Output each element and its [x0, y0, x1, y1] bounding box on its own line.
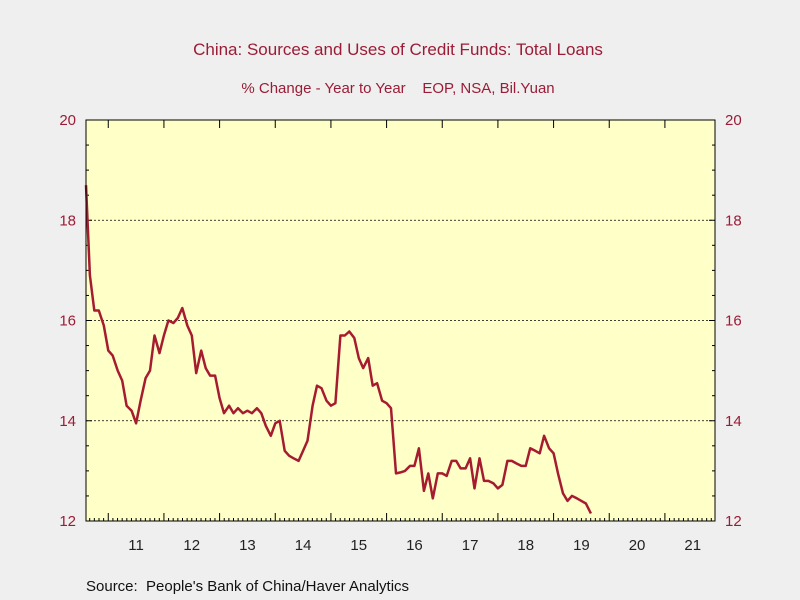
plot-frame: [85, 119, 716, 522]
chart-title: China: Sources and Uses of Credit Funds:…: [193, 40, 603, 59]
y-tick-label-right: 14: [725, 413, 742, 430]
y-tick-label-left: 18: [59, 212, 76, 229]
y-tick-label-left: 14: [59, 413, 76, 430]
x-tick-label: 12: [183, 537, 200, 554]
y-tick-label-right: 20: [725, 112, 742, 129]
x-tick-label: 17: [462, 537, 479, 554]
y-tick-label-left: 12: [59, 513, 76, 530]
x-tick-label: 11: [128, 537, 144, 554]
x-tick-label: 13: [239, 537, 256, 554]
source-note: Source: People's Bank of China/Haver Ana…: [86, 578, 410, 595]
x-tick-label: 14: [295, 537, 312, 554]
chart-subtitle: % Change - Year to Year EOP, NSA, Bil.Yu…: [241, 80, 554, 97]
x-tick-label: 16: [406, 537, 423, 554]
y-tick-label-right: 12: [725, 513, 742, 530]
x-tick-label: 19: [573, 537, 590, 554]
x-tick-label: 21: [684, 537, 701, 554]
y-tick-label-left: 16: [59, 313, 76, 330]
y-tick-label-left: 20: [59, 112, 76, 129]
plot-area: [86, 120, 715, 521]
x-tick-label: 20: [629, 537, 646, 554]
x-tick-label: 18: [517, 537, 534, 554]
y-tick-label-right: 18: [725, 212, 742, 229]
series-line: [84, 185, 593, 515]
y-tick-label-right: 16: [725, 313, 742, 330]
x-tick-label: 15: [350, 537, 367, 554]
gridlines: [86, 219, 715, 422]
axis-labels: 12 12 14 14 16 16 18 18 20 20 11 12 13 14 15 16 17 18 19 20…: [59, 112, 741, 554]
